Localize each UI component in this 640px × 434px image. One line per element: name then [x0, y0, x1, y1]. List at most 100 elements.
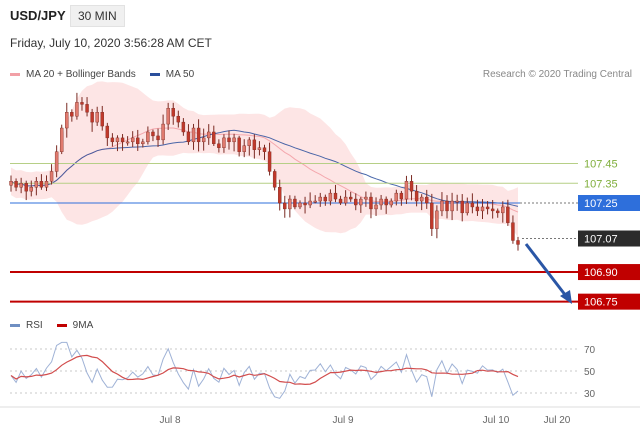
candle-body	[272, 171, 277, 188]
candle-body	[24, 183, 28, 192]
candle-body	[450, 200, 454, 212]
candle-body	[201, 137, 206, 143]
candle-body	[333, 192, 338, 200]
candle-body	[90, 112, 94, 123]
legend-bollinger: MA 20 + Bollinger Bands	[26, 69, 136, 80]
rsi-ma9-line	[10, 354, 519, 386]
candle-body	[298, 202, 302, 208]
candle-body	[435, 210, 439, 229]
candle-body	[288, 198, 292, 210]
candle-body	[404, 181, 409, 200]
candle-body	[49, 171, 54, 182]
candle-body	[70, 112, 74, 117]
ma9-swatch	[56, 324, 67, 327]
ma50-line	[10, 129, 519, 207]
candle-body	[485, 206, 490, 210]
level-tag-107-25	[578, 195, 640, 211]
date-text: Friday, July 10, 2020 3:56:28 AM CET	[10, 36, 212, 50]
candle-body	[283, 202, 287, 210]
candle-body	[237, 137, 241, 152]
x-tick-label: Jul 9	[332, 415, 354, 426]
candle-body	[212, 131, 216, 145]
candle-body	[80, 102, 84, 105]
candle-body	[506, 206, 510, 223]
copyright: Research © 2020 Trading Central	[482, 69, 632, 80]
candle-body	[379, 198, 383, 206]
candle-body	[490, 208, 495, 212]
level-label-107-25: 107.25	[584, 198, 618, 210]
candle-body	[85, 104, 89, 113]
forecast-arrow-head	[560, 290, 572, 304]
candle-body	[399, 192, 404, 200]
level-tag-106-75	[578, 293, 640, 310]
candle-body	[146, 131, 150, 143]
candle-body	[39, 181, 44, 188]
candle-body	[141, 141, 145, 145]
candle-body	[501, 206, 505, 214]
candle-body	[29, 187, 33, 192]
candle-body	[455, 200, 459, 203]
candle-body	[318, 196, 322, 202]
candle-body	[470, 202, 475, 208]
candle-body	[440, 200, 444, 212]
rsi-swatch	[10, 324, 20, 327]
candle-body	[100, 112, 104, 127]
candle-body	[105, 125, 110, 139]
candle-body	[54, 151, 59, 172]
candle-body	[242, 145, 246, 152]
x-tick-label: Jul 20	[544, 415, 571, 426]
chart-header: USD/JPY 30 MIN	[0, 0, 640, 30]
candle-body	[414, 190, 419, 202]
candle-body	[348, 196, 353, 200]
candle-body	[354, 198, 358, 206]
x-tick-label: Jul 10	[483, 415, 510, 426]
candle-body	[323, 196, 328, 202]
candle-body	[364, 196, 368, 200]
level-label-107-35: 107.35	[584, 178, 618, 190]
candle-body	[394, 192, 399, 202]
candle-body	[445, 200, 449, 212]
candle-body	[308, 200, 312, 206]
candle-body	[511, 222, 515, 241]
candle-body	[120, 137, 125, 143]
candle-body	[262, 147, 267, 152]
candle-body	[75, 102, 79, 117]
candle-body	[419, 196, 424, 202]
x-tick-label: Jul 8	[159, 415, 181, 426]
candle-body	[257, 147, 262, 150]
candle-body	[338, 198, 343, 204]
candle-body	[60, 127, 64, 152]
rsi-tick-70: 70	[584, 345, 596, 356]
candle-body	[430, 202, 434, 229]
candle-body	[303, 202, 307, 206]
candle-body	[374, 204, 378, 210]
ma50-swatch	[149, 73, 160, 76]
candle-body	[19, 183, 23, 188]
legend-ma9-label: 9MA	[72, 320, 94, 331]
candle-body	[181, 121, 186, 133]
legend-rsi: RSI 9MA	[10, 320, 93, 331]
symbol-label: USD/JPY	[10, 8, 66, 23]
level-label-107-07: 107.07	[584, 234, 618, 246]
candle-body	[130, 137, 135, 143]
candle-body	[278, 187, 282, 204]
bollinger-swatch	[10, 73, 20, 76]
candle-body	[369, 196, 373, 210]
timeframe-button[interactable]: 30 MIN	[70, 5, 125, 27]
candle-body	[267, 151, 272, 172]
level-label-107-45: 107.45	[584, 159, 618, 171]
candle-body	[151, 131, 155, 137]
candle-body	[460, 200, 464, 214]
candle-body	[293, 198, 297, 208]
candle-body	[409, 181, 414, 192]
level-tag-107-07	[578, 230, 640, 247]
candle-body	[14, 181, 18, 188]
legend-rsi-label: RSI	[26, 320, 43, 331]
candle-body	[328, 192, 333, 202]
candle-body	[65, 112, 69, 129]
candle-body	[343, 196, 348, 204]
rsi-line	[10, 341, 519, 399]
legend-ma50: MA 50	[165, 69, 195, 80]
candle-body	[425, 196, 429, 204]
